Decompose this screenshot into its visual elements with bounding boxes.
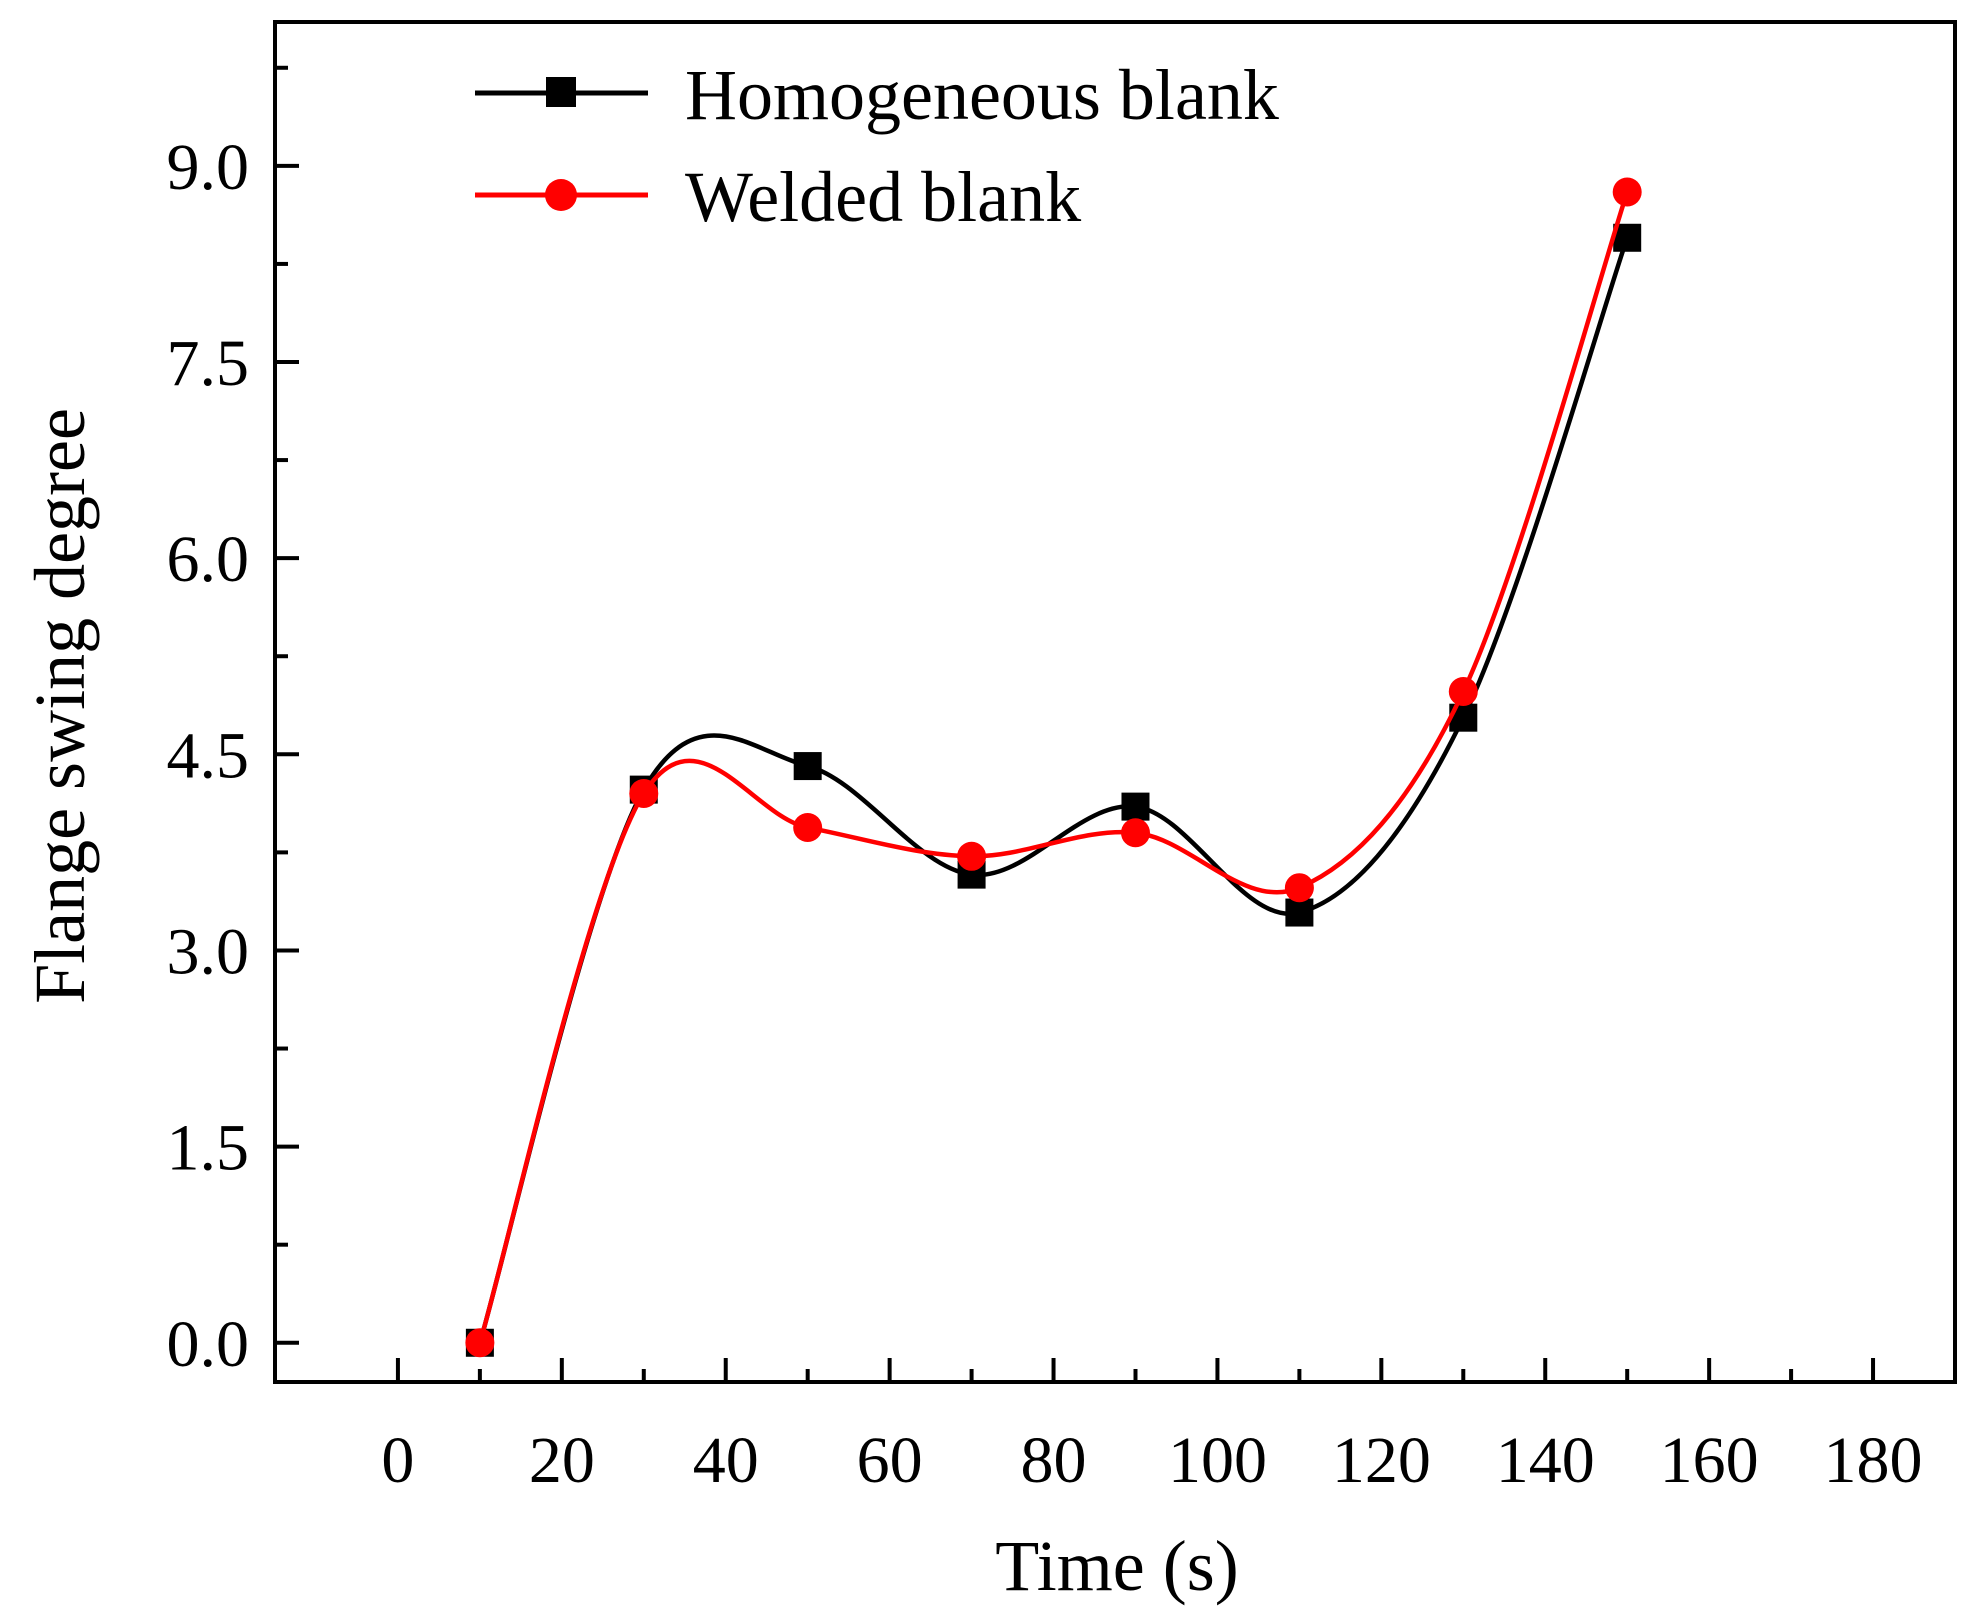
y-tick-label: 3.0	[167, 915, 250, 988]
y-tick-label: 9.0	[167, 131, 250, 204]
series-welded	[465, 177, 1642, 1358]
y-tick-label: 0.0	[167, 1308, 250, 1381]
data-point-circle	[1284, 873, 1314, 903]
x-tick-label: 180	[1824, 1424, 1923, 1497]
data-point-circle	[957, 841, 987, 871]
y-axis-title: Flange swing degree	[20, 408, 100, 1004]
data-point-circle	[1120, 818, 1150, 848]
data-point-square	[1285, 898, 1314, 927]
x-tick-label: 80	[1021, 1424, 1087, 1497]
y-axis: 0.0 1.5 3.0 4.5 6.0 7.5 9.0	[167, 65, 299, 1381]
x-tick-label: 100	[1168, 1424, 1267, 1497]
data-point-circle	[1448, 677, 1478, 707]
legend-label-homogeneous: Homogeneous blank	[685, 55, 1279, 135]
y-tick-label: 7.5	[167, 327, 250, 400]
data-point-square	[1121, 792, 1150, 821]
legend-item-homogeneous: Homogeneous blank	[475, 55, 1279, 135]
data-point-circle	[465, 1328, 495, 1358]
x-tick-label: 60	[857, 1424, 923, 1497]
data-point-square	[793, 752, 822, 781]
plot-area: 0 20 40 60 80 100 120 140 160 180 0.0 1.5 3.0 4.5 6.0…	[167, 20, 1957, 1497]
y-tick-label: 4.5	[167, 719, 250, 792]
x-tick-label: 20	[529, 1424, 595, 1497]
x-tick-label: 0	[381, 1424, 414, 1497]
x-tick-label: 160	[1660, 1424, 1759, 1497]
legend-marker-homogeneous	[546, 77, 576, 107]
legend-label-welded: Welded blank	[685, 157, 1081, 237]
data-point-circle	[1612, 177, 1642, 207]
plot-frame	[273, 20, 1957, 1384]
legend-item-welded: Welded blank	[475, 157, 1081, 237]
data-point-circle	[629, 779, 659, 809]
x-axis: 0 20 40 60 80 100 120 140 160 180	[381, 1358, 1923, 1497]
x-tick-label: 120	[1332, 1424, 1431, 1497]
data-point-circle	[793, 813, 823, 843]
y-tick-label: 6.0	[167, 523, 250, 596]
y-tick-label: 1.5	[167, 1112, 250, 1185]
x-axis-title: Time (s)	[995, 1526, 1238, 1606]
legend: Homogeneous blank Welded blank	[475, 55, 1279, 237]
series-layer	[465, 177, 1642, 1358]
series-line	[477, 191, 1630, 1344]
x-tick-label: 140	[1496, 1424, 1595, 1497]
legend-marker-welded	[545, 179, 577, 211]
x-tick-label: 40	[693, 1424, 759, 1497]
